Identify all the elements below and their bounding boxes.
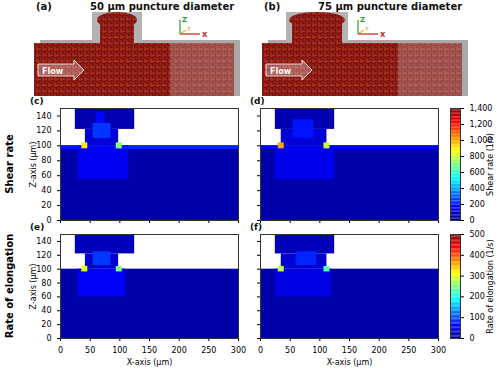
- svg-text:Y: Y: [186, 25, 191, 32]
- svg-text:40: 40: [41, 186, 51, 195]
- svg-text:Shear rate (1/s): Shear rate (1/s): [486, 133, 495, 196]
- svg-text:120: 120: [36, 126, 51, 135]
- svg-text:400: 400: [470, 251, 485, 260]
- svg-text:0: 0: [258, 346, 263, 355]
- svg-text:250: 250: [401, 346, 416, 355]
- svg-text:500: 500: [470, 230, 485, 239]
- svg-text:0: 0: [58, 346, 63, 355]
- svg-text:Flow: Flow: [42, 67, 64, 76]
- svg-text:Z: Z: [182, 16, 187, 24]
- svg-text:60: 60: [41, 171, 51, 180]
- svg-text:400: 400: [470, 184, 485, 193]
- svg-text:1,000: 1,000: [469, 136, 493, 146]
- svg-text:300: 300: [231, 346, 246, 355]
- html-text:(c): (c): [30, 96, 44, 106]
- svg-text:0: 0: [470, 216, 475, 225]
- svg-text:60: 60: [41, 292, 51, 301]
- svg-text:1,200: 1,200: [470, 120, 493, 129]
- svg-text:80: 80: [41, 279, 51, 288]
- svg-text:50: 50: [85, 346, 95, 355]
- svg-text:200: 200: [172, 346, 187, 355]
- svg-text:600: 600: [470, 168, 485, 177]
- svg-text:120: 120: [36, 251, 51, 260]
- svg-text:X-axis (μm): X-axis (μm): [327, 358, 373, 367]
- svg-text:0: 0: [46, 334, 51, 343]
- svg-text:800: 800: [470, 152, 485, 161]
- svg-text:20: 20: [41, 320, 51, 329]
- svg-text:40: 40: [41, 306, 51, 315]
- svg-text:75 μm puncture diameter: 75 μm puncture diameter: [318, 1, 462, 12]
- svg-text:(b): (b): [264, 1, 280, 12]
- svg-text:200: 200: [470, 200, 485, 209]
- svg-text:Z: Z: [360, 16, 365, 24]
- svg-text:(a): (a): [36, 1, 52, 12]
- svg-text:X: X: [380, 31, 386, 39]
- svg-text:140: 140: [36, 112, 51, 121]
- svg-text:100: 100: [112, 346, 127, 355]
- svg-text:Rate of elongation (1/s): Rate of elongation (1/s): [486, 239, 495, 333]
- svg-text:X: X: [202, 31, 208, 39]
- html-text:(d): (d): [250, 96, 265, 106]
- svg-text:0: 0: [470, 334, 475, 343]
- html-text:(f): (f): [250, 222, 263, 232]
- svg-text:100: 100: [312, 346, 327, 355]
- svg-text:150: 150: [342, 346, 357, 355]
- svg-text:100: 100: [470, 313, 485, 322]
- svg-text:200: 200: [470, 292, 485, 301]
- svg-text:20: 20: [41, 201, 51, 210]
- svg-text:Z-axis (μm): Z-axis (μm): [29, 264, 38, 310]
- svg-text:Z-axis (μm): Z-axis (μm): [29, 142, 38, 188]
- svg-text:140: 140: [36, 237, 51, 246]
- svg-text:Flow: Flow: [270, 67, 292, 76]
- html-text:Shear rate: Shear rate: [3, 134, 15, 194]
- html-text:(e): (e): [30, 222, 45, 232]
- html-text:Rate of elongation: Rate of elongation: [3, 233, 15, 339]
- svg-text:Y: Y: [364, 25, 369, 32]
- svg-text:300: 300: [431, 346, 446, 355]
- svg-text:250: 250: [201, 346, 216, 355]
- svg-text:200: 200: [372, 346, 387, 355]
- svg-text:50: 50: [285, 346, 295, 355]
- svg-text:80: 80: [41, 156, 51, 165]
- svg-text:1,400: 1,400: [470, 104, 493, 113]
- svg-text:100: 100: [36, 265, 51, 274]
- svg-text:0: 0: [46, 216, 51, 225]
- svg-text:300: 300: [470, 272, 485, 281]
- svg-text:50 μm puncture diameter: 50 μm puncture diameter: [90, 1, 234, 12]
- svg-text:150: 150: [142, 346, 157, 355]
- svg-text:100: 100: [36, 141, 51, 150]
- svg-text:X-axis (μm): X-axis (μm): [127, 358, 173, 367]
